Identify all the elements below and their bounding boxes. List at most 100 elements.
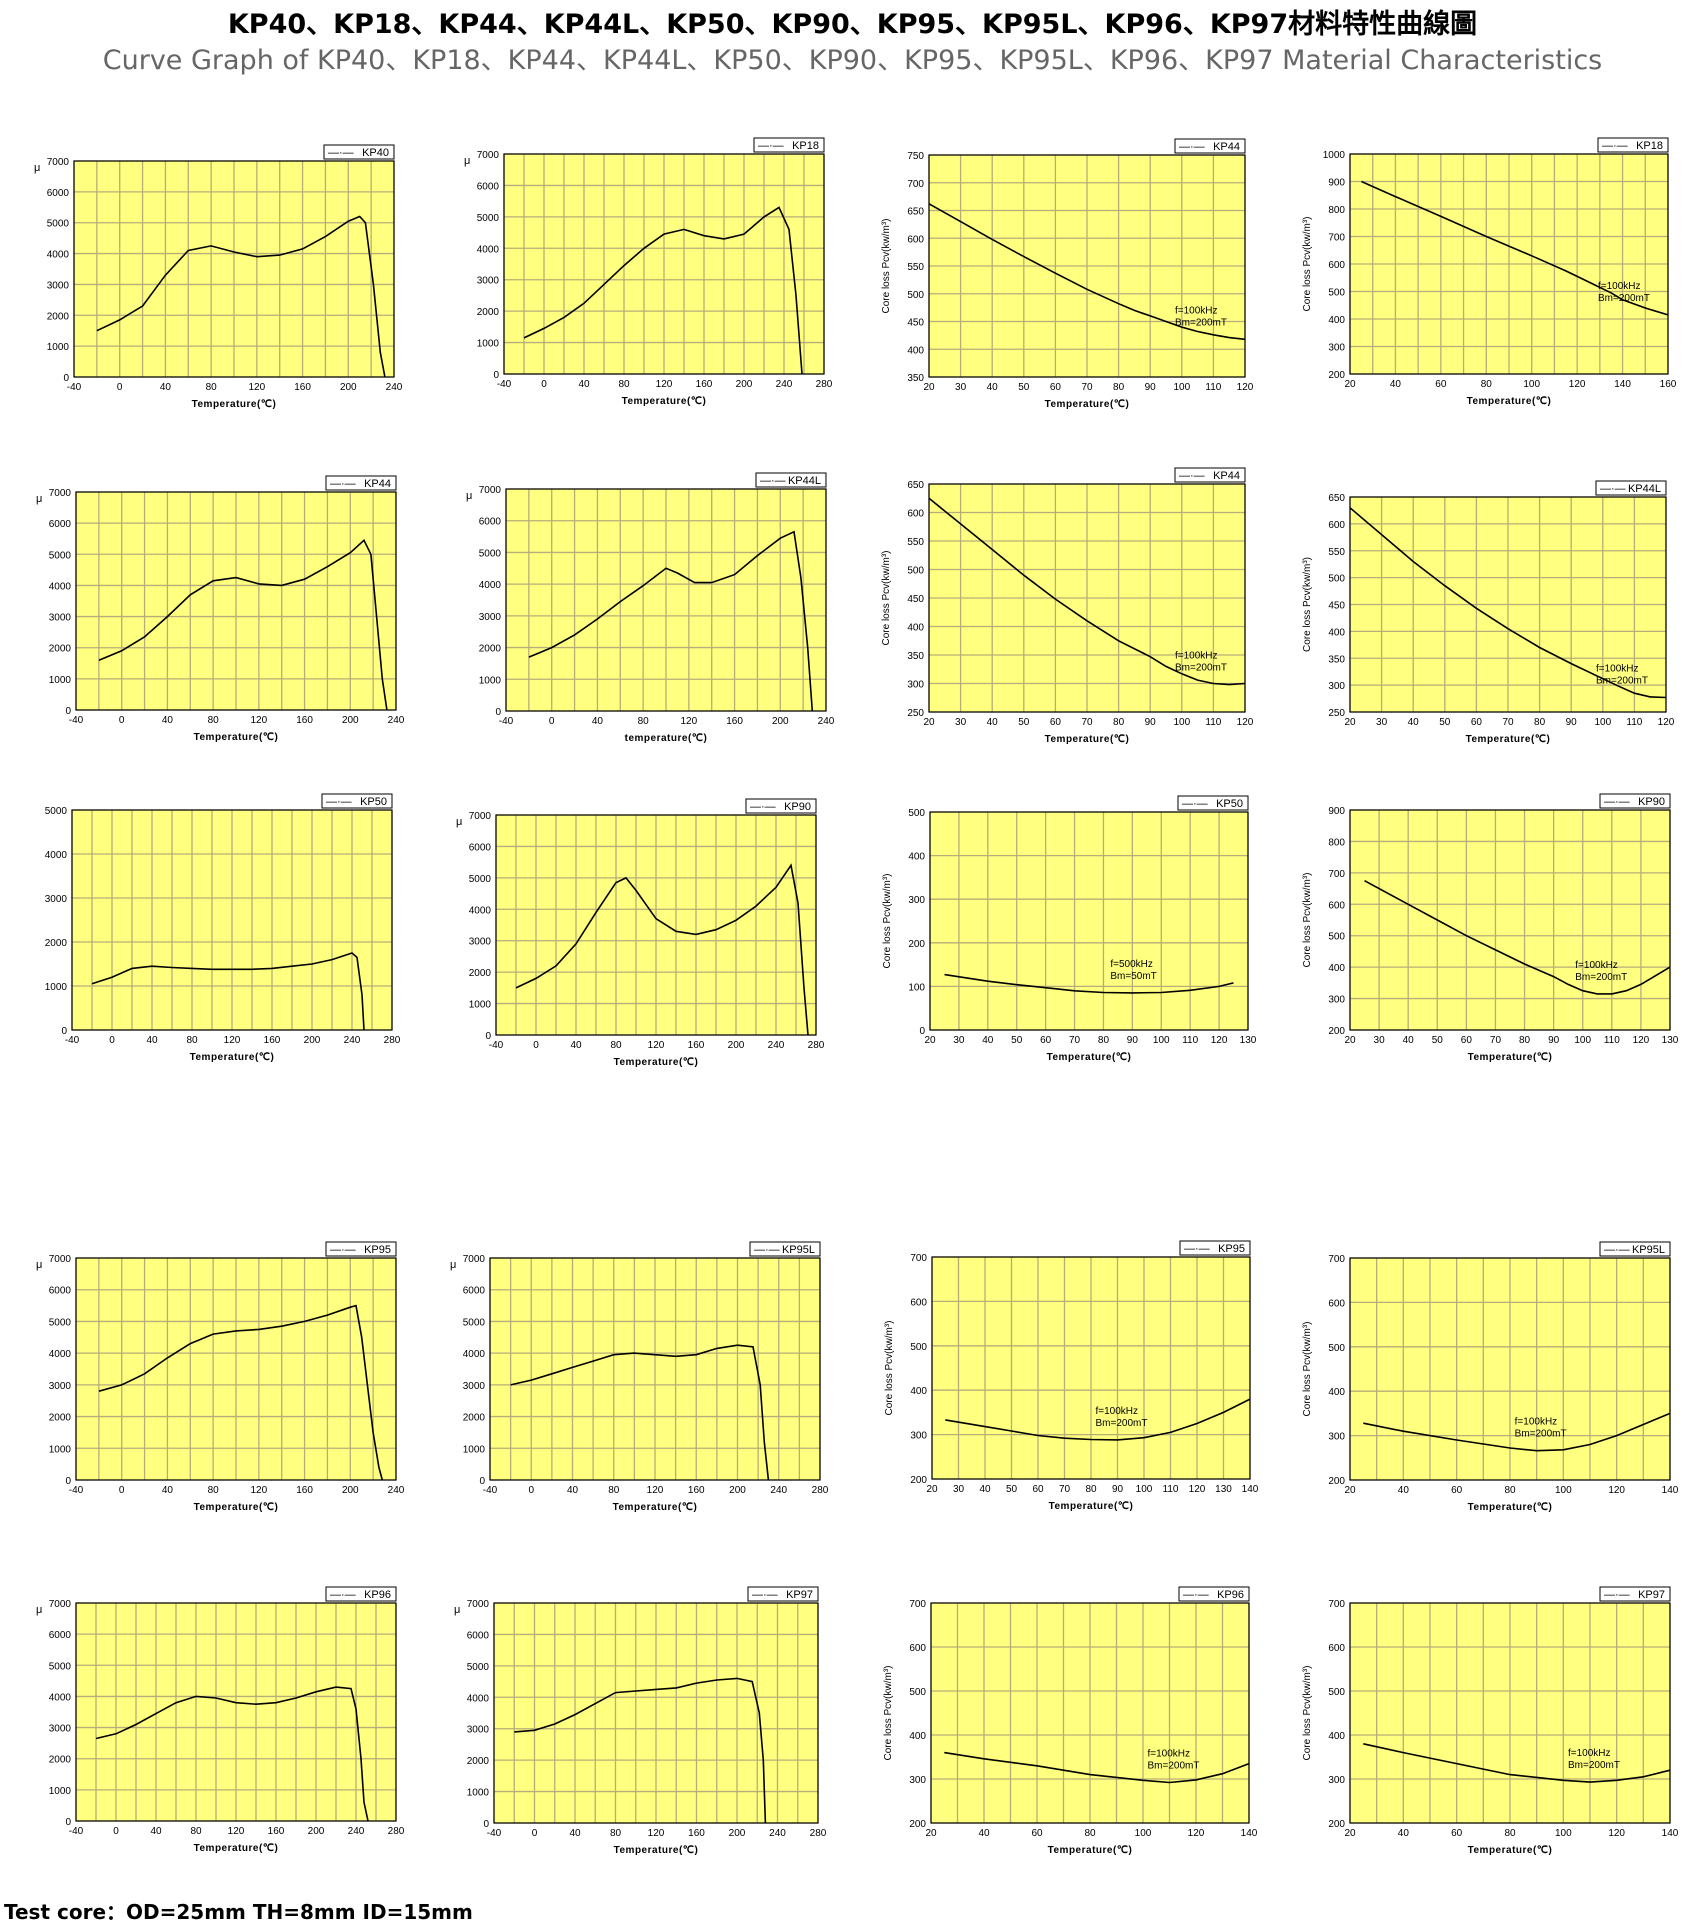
x-tick-label: 40: [982, 1035, 994, 1046]
x-tick-label: 120: [647, 1485, 664, 1496]
y-tick-label: 3000: [469, 937, 492, 948]
plot-frame: [71, 809, 393, 1031]
legend: —·— KP95: [1179, 1240, 1251, 1256]
legend: —·— KP44: [1174, 467, 1246, 483]
x-tick-label: 160: [264, 1035, 281, 1046]
x-tick-label: 120: [1658, 717, 1675, 728]
x-tick-label: 60: [1032, 1484, 1044, 1495]
x-tick-label: 120: [1633, 1035, 1650, 1046]
plot-frame: [505, 488, 827, 712]
y-tick-label: 800: [1328, 837, 1345, 848]
x-tick-label: 30: [1376, 717, 1388, 728]
chart-3: 20 40 60 80 100 120 140 160 200 300 400 500 600 700 80…: [1302, 137, 1677, 407]
legend-dash-dot-icon: —·—: [1600, 483, 1626, 495]
y-axis-label: μ: [466, 490, 472, 502]
x-tick-label: 50: [1439, 717, 1451, 728]
x-tick-label: 80: [208, 715, 220, 726]
chart-12: -40 0 40 80 120 160 200 24001000200030004000500…: [36, 1241, 405, 1513]
y-tick-label: 300: [1328, 343, 1345, 354]
legend: —·— KP44: [325, 475, 397, 491]
legend: —·— KP95: [325, 1241, 397, 1257]
x-axis-label: Temperature(℃): [614, 1057, 699, 1068]
series-line-KP50: [91, 952, 365, 1031]
series-line-KP97: [514, 1677, 767, 1824]
y-axis-label: μ: [36, 493, 42, 505]
x-tick-label: 30: [953, 1484, 965, 1495]
x-tick-label: 80: [1534, 717, 1546, 728]
y-tick-label: 1000: [45, 982, 68, 993]
x-tick-label: 20: [1344, 717, 1356, 728]
x-tick-label: 280: [808, 1040, 825, 1051]
chart-13: -40 0 40 80 120 160 200 240 28001000200030004000…: [450, 1241, 829, 1513]
y-axis-label: Core loss Pcv(kw/m³): [884, 1320, 895, 1415]
x-tick-label: 280: [812, 1485, 829, 1496]
y-tick-label: 7000: [47, 157, 70, 168]
legend-label: KP44: [364, 478, 391, 490]
y-tick-label: 2000: [49, 1755, 72, 1766]
x-tick-label: 0: [113, 1826, 119, 1837]
x-tick-label: 60: [1040, 1035, 1052, 1046]
series-line-KP50: [944, 973, 1234, 994]
plot-frame: [493, 1602, 819, 1824]
y-tick-label: 4000: [49, 1692, 72, 1703]
y-tick-label: 0: [479, 1476, 485, 1487]
y-tick-label: 2000: [477, 307, 500, 318]
legend-label: KP96: [364, 1589, 391, 1601]
x-tick-label: 80: [1113, 717, 1125, 728]
y-tick-label: 7000: [49, 488, 72, 499]
x-tick-label: 50: [1432, 1035, 1444, 1046]
x-tick-label: 40: [146, 1035, 158, 1046]
legend-dash-dot-icon: —·—: [1604, 1589, 1630, 1601]
y-axis-label: Core loss Pcv(kw/m³): [881, 218, 892, 313]
x-tick-label: 0: [541, 379, 547, 390]
x-tick-label: 30: [953, 1035, 965, 1046]
y-tick-label: 300: [1328, 681, 1345, 692]
legend-dash-dot-icon: —·—: [330, 1244, 356, 1256]
y-tick-label: 1000: [1323, 150, 1346, 161]
legend: —·— KP18: [1597, 137, 1669, 153]
legend-dash-dot-icon: —·—: [752, 1589, 778, 1601]
y-tick-label: 0: [485, 1031, 491, 1042]
annotation-text: f=100kHz: [1568, 1748, 1611, 1759]
plot-frame: [489, 1257, 821, 1481]
y-tick-label: 6000: [477, 181, 500, 192]
x-tick-label: 80: [608, 1485, 620, 1496]
x-tick-label: 40: [578, 379, 590, 390]
chart-10: 20 30 40 50 60 70 80 90 100 110 120 130 0 100 200 300 40…: [882, 795, 1257, 1063]
legend-dash-dot-icon: —·—: [1182, 798, 1208, 810]
y-tick-label: 0: [65, 1817, 71, 1828]
series-line-KP40: [96, 215, 386, 378]
plot-frame: [73, 160, 395, 378]
y-tick-label: 400: [1328, 315, 1345, 326]
x-axis-label: Temperature(℃): [194, 1843, 279, 1854]
x-tick-label: 60: [1435, 379, 1447, 390]
plot-frame: [75, 491, 397, 711]
annotation-text: Bm=200mT: [1598, 293, 1650, 304]
plot-frame: [75, 1602, 397, 1822]
legend-dash-dot-icon: —·—: [326, 796, 352, 808]
x-tick-label: 200: [729, 1485, 746, 1496]
x-axis-label: Temperature(℃): [1048, 1845, 1133, 1856]
legend: —·— KP97: [747, 1586, 819, 1602]
legend-dash-dot-icon: —·—: [754, 1244, 780, 1256]
y-tick-label: 300: [907, 680, 924, 691]
series-line-KP44: [928, 497, 1246, 686]
y-tick-label: 200: [1328, 1819, 1345, 1830]
series-line-KP96: [95, 1686, 369, 1822]
x-tick-label: 50: [1006, 1484, 1018, 1495]
y-tick-label: 6000: [463, 1286, 486, 1297]
x-tick-label: 70: [1490, 1035, 1502, 1046]
legend-dash-dot-icon: —·—: [330, 1589, 356, 1601]
x-tick-label: 40: [150, 1826, 162, 1837]
legend: —·— KP96: [325, 1586, 397, 1602]
y-tick-label: 700: [907, 179, 924, 190]
x-axis-label: Temperature(℃): [1045, 734, 1130, 745]
plot-frame: [1349, 1257, 1671, 1481]
y-tick-label: 550: [907, 262, 924, 273]
y-tick-label: 4000: [479, 580, 502, 591]
x-tick-label: 240: [388, 1485, 405, 1496]
x-tick-label: 20: [1344, 1485, 1356, 1496]
plot-frame: [931, 1256, 1251, 1480]
x-tick-label: 100: [1555, 1485, 1572, 1496]
y-tick-label: 500: [908, 808, 925, 819]
